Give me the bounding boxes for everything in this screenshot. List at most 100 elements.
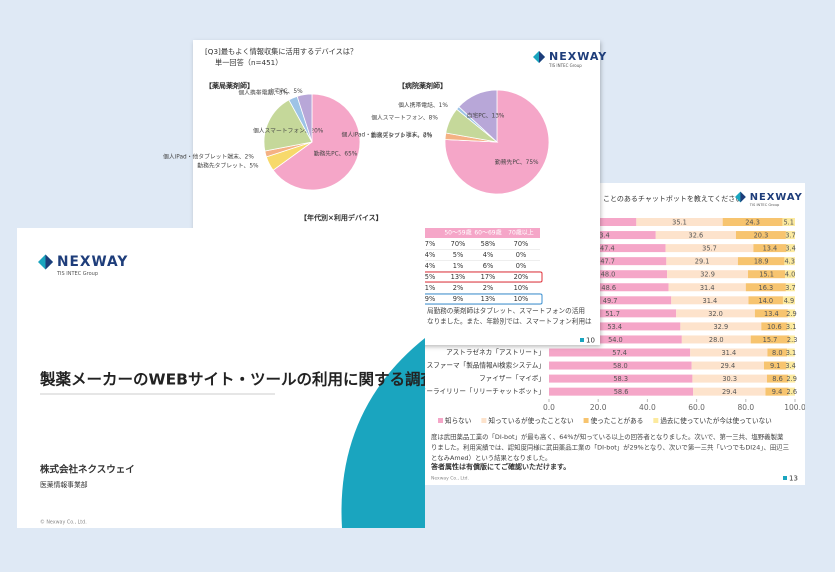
bar-segment <box>693 387 766 396</box>
bar-segment <box>788 374 796 383</box>
value-label: 2.3 <box>787 336 798 344</box>
copyright: © Nexway Co., Ltd. <box>40 519 87 526</box>
value-label: 8.6 <box>772 375 783 383</box>
value-label: 3.7 <box>785 284 796 292</box>
bar-segment <box>754 309 788 318</box>
bar-segment <box>691 361 765 370</box>
note: りました。利用実績では、認知度同様に武田薬品工業の「DI-bot」が29%となり… <box>431 443 789 452</box>
bar-segment <box>748 270 786 279</box>
legend-swatch <box>481 418 487 423</box>
slice-label: 個人iPad・他タブレット端末、2% <box>342 130 433 138</box>
value-label: 8.0 <box>772 349 783 357</box>
table-header-bg <box>425 228 540 238</box>
x-tick-label: 60.0 <box>688 403 705 412</box>
value-label: 10.6 <box>767 323 782 331</box>
table-header: 50～59歳 <box>444 229 471 237</box>
bar-segment <box>785 270 795 279</box>
bar-segment <box>671 296 749 305</box>
slice-label: 個人iPad・他タブレット端末、2% <box>163 152 254 160</box>
pie-slice <box>263 99 313 152</box>
bar-segment <box>680 322 762 331</box>
value-label: 3.1 <box>786 349 797 357</box>
legend-swatch <box>438 418 443 423</box>
legend-swatch <box>653 418 659 423</box>
bar-segment <box>690 348 768 357</box>
logo-icon <box>45 254 53 270</box>
logo-sub: TIS INTEC Group <box>548 63 582 68</box>
bar-segment <box>737 257 785 266</box>
value-label: 4.3 <box>784 258 795 266</box>
footnote: 答者属性は有償版にてご確認いただけます。 <box>430 462 570 471</box>
value-label: 29.1 <box>695 258 710 266</box>
value-label: 2.9 <box>786 375 797 383</box>
bar-segment <box>549 361 692 370</box>
note: 局勤務の薬剤師はタブレット、スマートフォンの活用 <box>427 306 585 315</box>
value-label: 48.6 <box>601 284 616 292</box>
table-cell: 13% <box>451 273 466 281</box>
category-label: アストラゼネカ「アストリート」 <box>446 348 545 357</box>
bar-segment <box>636 218 723 226</box>
note: 度は武田薬品工業の「DI-bot」が最も高く、64%が知っている以上の回答者とな… <box>431 432 784 441</box>
slice-label: 個人携帯電話、1% <box>398 101 448 109</box>
value-label: 20.3 <box>754 232 769 240</box>
value-label: 35.1 <box>672 219 687 227</box>
slice-label: 個人スマートフォン、8% <box>371 113 438 121</box>
value-label: 9.1 <box>770 362 781 370</box>
pie-title: 【病院薬剤師】 <box>398 81 447 90</box>
legend-swatch <box>583 418 589 423</box>
value-label: 3.7 <box>785 232 796 240</box>
value-label: 32.0 <box>708 310 723 318</box>
value-label: 35.7 <box>702 245 717 253</box>
question: [Q3]最もよく情報収集に活用するデバイスは？ <box>205 47 357 56</box>
table-cell: 4% <box>483 251 493 259</box>
bar-segment <box>748 296 783 305</box>
table-cell: 4% <box>425 251 435 259</box>
logo-icon <box>539 51 545 63</box>
logo-sub: TIS INTEC Group <box>56 271 98 277</box>
table-cell: 7% <box>425 240 435 248</box>
bar-segment <box>785 231 795 240</box>
slice-label: 自宅PC、5% <box>268 87 303 95</box>
value-label: 18.9 <box>754 258 769 266</box>
x-tick-label: 80.0 <box>737 403 754 412</box>
category-label: ティスファーマ「製品情報AI検索システム」 <box>414 361 545 370</box>
table-title: 【年代別×利用デバイス】 <box>300 213 383 222</box>
bar-segment <box>785 283 795 292</box>
legend-label: 知らない <box>445 416 472 425</box>
value-label: 29.4 <box>722 388 737 396</box>
pie-slice <box>296 93 313 143</box>
slice-label: 個人携帯電話、3% <box>238 88 288 96</box>
bar-segment <box>549 283 669 292</box>
bar-segment <box>681 335 751 344</box>
decor-shape <box>341 338 425 528</box>
value-label: 53.4 <box>607 323 622 331</box>
bar-segment <box>722 218 783 226</box>
x-tick-label: 40.0 <box>639 403 656 412</box>
copyright: Nexway Co., Ltd. <box>431 476 469 482</box>
value-label: 3.1 <box>786 323 797 331</box>
bar-segment <box>745 283 786 292</box>
slide-header: ことのあるチャットボットを教えてください <box>603 194 742 203</box>
value-label: 2.9 <box>786 310 797 318</box>
page-marker <box>580 338 584 342</box>
bar-segment <box>753 244 787 253</box>
pie-title: 【薬局薬剤師】 <box>205 81 254 90</box>
value-label: 3.4 <box>785 362 796 370</box>
bar-segment <box>782 296 795 305</box>
bar-segment <box>787 348 795 357</box>
bar-segment <box>549 244 666 253</box>
x-tick-label: 100.0 <box>784 403 806 412</box>
legend-label: 使ったことがある <box>591 416 644 425</box>
table-header: 60～69歳 <box>474 229 501 237</box>
bar-segment <box>788 387 795 396</box>
bar-segment <box>668 283 746 292</box>
value-label: 13.4 <box>763 245 778 253</box>
table-cell: 4% <box>425 262 435 270</box>
table-header: 70歳以上 <box>508 229 534 237</box>
answer-type: 単一回答（n=451） <box>215 58 282 67</box>
value-label: 28.0 <box>709 336 724 344</box>
page-number: 10 <box>586 337 595 345</box>
value-label: 9.4 <box>772 388 783 396</box>
bar-segment <box>761 322 788 331</box>
